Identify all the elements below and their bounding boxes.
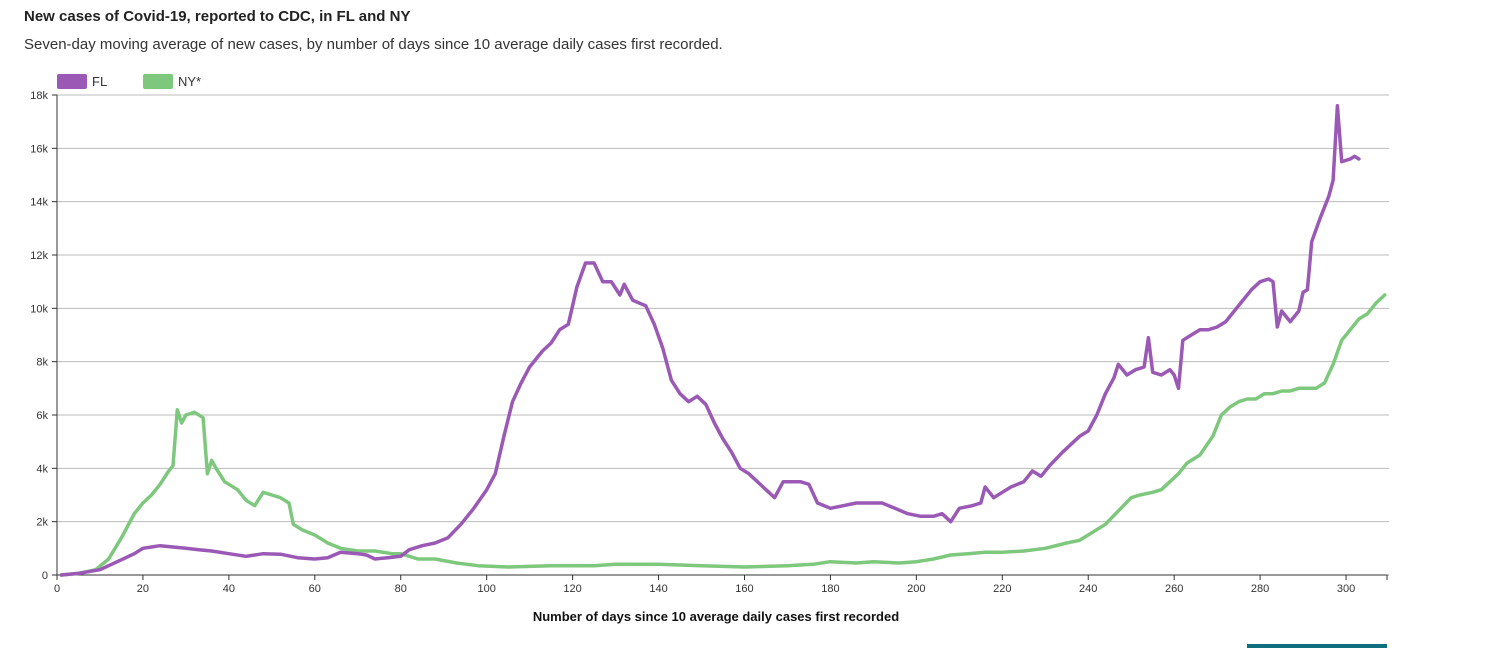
legend-swatch xyxy=(57,74,87,89)
y-tick-label: 10k xyxy=(30,303,48,315)
chart-subtitle: Seven-day moving average of new cases, b… xyxy=(24,36,723,53)
series-lines xyxy=(59,103,1387,577)
x-tick-label: 200 xyxy=(907,583,925,595)
x-tick: 120 xyxy=(563,575,582,595)
x-tick: 260 xyxy=(1165,575,1183,595)
series-line-ny xyxy=(59,293,1387,577)
x-tick-label: 60 xyxy=(309,583,321,595)
x-tick: 200 xyxy=(907,575,926,595)
y-tick: 14k xyxy=(30,197,57,209)
y-tick-label: 4k xyxy=(36,463,48,475)
series-line-fl xyxy=(59,103,1361,577)
x-axis-label: Number of days since 10 average daily ca… xyxy=(533,609,899,624)
legend-label: NY* xyxy=(178,74,201,89)
y-tick-label: 0 xyxy=(42,570,48,582)
y-tick: 16k xyxy=(30,143,57,155)
x-tick: 280 xyxy=(1251,575,1269,595)
y-tick-label: 16k xyxy=(30,143,48,155)
x-tick: 60 xyxy=(309,575,321,595)
y-tick-label: 12k xyxy=(30,250,48,262)
y-tick: 18k xyxy=(30,90,57,102)
y-axis: 0 2k 4k 6k 8k 10k 12k 14k 16k 18k xyxy=(30,90,58,582)
y-tick: 6k xyxy=(36,410,57,422)
x-tick: 100 xyxy=(477,575,496,595)
legend-label: FL xyxy=(92,74,107,89)
x-tick-label: 220 xyxy=(993,583,1011,595)
x-tick-label: 80 xyxy=(395,583,407,595)
x-tick: 180 xyxy=(821,575,840,595)
y-tick: 8k xyxy=(36,357,57,369)
x-tick: 220 xyxy=(993,575,1011,595)
x-tick-label: 180 xyxy=(821,583,839,595)
x-tick-label: 260 xyxy=(1165,583,1183,595)
x-tick-label: 140 xyxy=(649,583,667,595)
y-tick-label: 2k xyxy=(36,517,48,529)
x-tick: 160 xyxy=(735,575,754,595)
legend-swatch xyxy=(143,74,173,89)
x-tick-label: 280 xyxy=(1251,583,1269,595)
y-tick: 4k xyxy=(36,463,57,475)
x-tick-label: 160 xyxy=(735,583,753,595)
x-tick: 300 xyxy=(1337,575,1355,595)
x-tick: 0 xyxy=(54,575,60,595)
legend-item-ny[interactable]: NY* xyxy=(143,74,201,89)
x-tick: 20 xyxy=(137,575,149,595)
legend-item-fl[interactable]: FL xyxy=(57,74,107,89)
x-axis: 0 20 40 60 80 100 120 140 160 180 200 220 240 260 280 3… xyxy=(54,574,1388,595)
y-tick: 0 xyxy=(42,570,57,582)
y-tick-label: 14k xyxy=(30,197,48,209)
x-tick-label: 0 xyxy=(54,583,60,595)
legend[interactable]: FL NY* xyxy=(57,74,201,89)
x-tick: 80 xyxy=(395,575,407,595)
x-tick-label: 300 xyxy=(1337,583,1355,595)
y-tick-label: 18k xyxy=(30,90,48,102)
y-tick: 2k xyxy=(36,517,57,529)
y-tick-label: 8k xyxy=(36,357,48,369)
x-tick-label: 100 xyxy=(477,583,495,595)
x-tick: 40 xyxy=(223,575,235,595)
accent-bar xyxy=(1247,644,1387,648)
y-tick: 12k xyxy=(30,250,57,262)
x-tick: 240 xyxy=(1079,575,1097,595)
chart-title: New cases of Covid-19, reported to CDC, … xyxy=(24,8,411,25)
x-tick-label: 120 xyxy=(563,583,581,595)
x-tick: 140 xyxy=(649,575,668,595)
x-tick-label: 40 xyxy=(223,583,235,595)
x-tick-label: 240 xyxy=(1079,583,1097,595)
y-tick-label: 6k xyxy=(36,410,48,422)
x-tick-label: 20 xyxy=(137,583,149,595)
y-tick: 10k xyxy=(30,303,57,315)
grid xyxy=(57,94,1389,576)
